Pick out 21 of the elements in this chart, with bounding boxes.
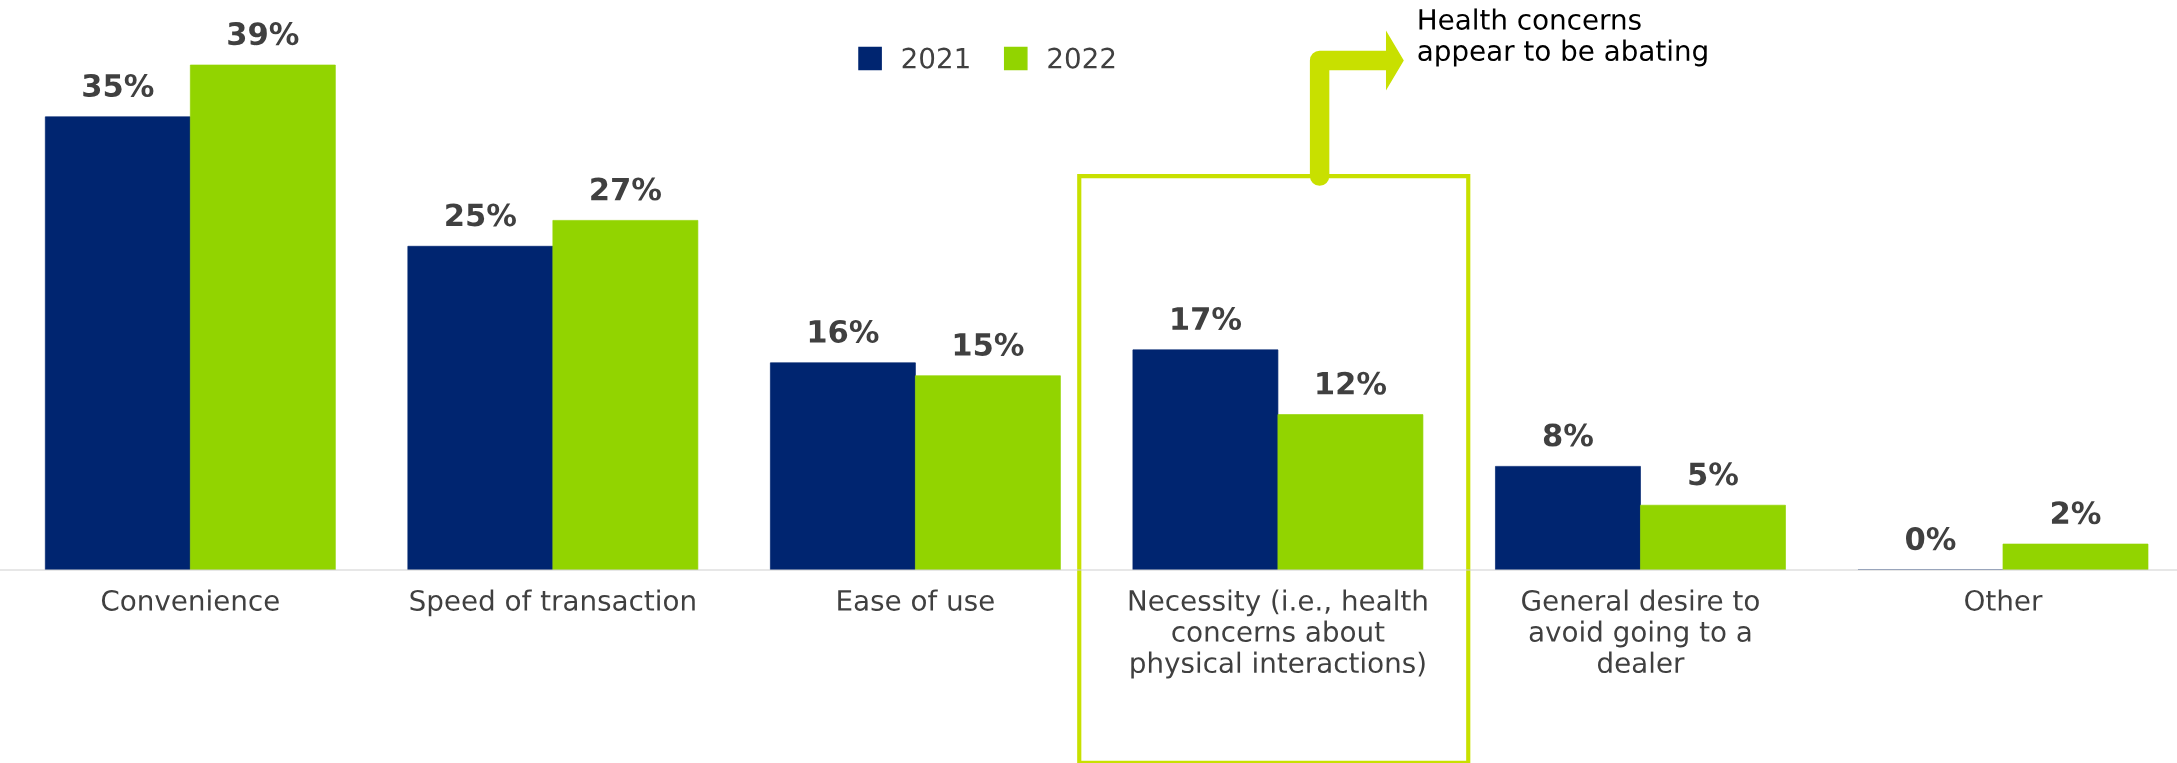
data-label: 25% xyxy=(446,203,516,227)
data-label: 39% xyxy=(228,22,299,46)
data-label: 17% xyxy=(1172,306,1242,331)
data-label: 15% xyxy=(954,332,1024,356)
data-label: 16% xyxy=(809,319,879,344)
data-label: 27% xyxy=(591,177,661,201)
data-label: 8% xyxy=(1543,423,1593,447)
legend-label: 2021 xyxy=(902,47,969,69)
x-tick-label: General desire to avoid going to a dealer xyxy=(1522,589,1759,674)
data-label: 35% xyxy=(83,73,154,98)
data-label: 12% xyxy=(1317,371,1387,395)
annotation: Health concerns appear to be abating xyxy=(1418,8,1707,67)
x-tick-label: Other xyxy=(1965,589,2043,611)
legend-label: 2022 xyxy=(1048,47,1115,69)
x-tick-label: Ease of use xyxy=(838,589,994,611)
data-label: 0% xyxy=(1906,527,1956,551)
data-label: 2% xyxy=(2051,501,2101,525)
x-tick-label: Speed of transaction xyxy=(410,589,695,617)
data-label: 5% xyxy=(1689,462,1738,486)
x-tick-label: Necessity (i.e., health concerns about physical interactions) xyxy=(1129,589,1427,679)
x-tick-label: Convenience xyxy=(101,589,279,611)
